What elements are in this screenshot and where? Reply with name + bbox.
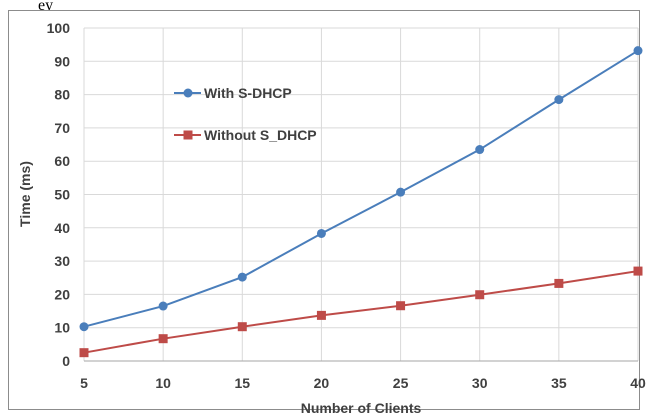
x-tick-label: 15 [234,375,250,391]
y-tick-label: 50 [54,187,70,203]
data-point-circle [158,301,168,311]
series-line-1 [83,49,639,328]
data-point-square [79,348,89,358]
y-tick-label: 100 [47,20,71,36]
legend-label-2: Without S_DHCP [204,127,317,143]
x-axis-title: Number of Clients [301,400,422,416]
y-tick-label: 90 [54,53,70,69]
data-point-circle [237,272,247,282]
series-line-2 [83,270,639,354]
y-tick-label: 10 [54,320,70,336]
y-tick-label: 70 [54,120,70,136]
data-point-square [158,334,168,344]
data-point-square [633,266,643,276]
data-point-circle [316,228,326,238]
top-caption-text: ey [38,0,53,12]
x-tick-label: 35 [551,375,567,391]
x-tick-label: 25 [393,375,409,391]
data-point-circle [633,46,643,56]
y-tick-label: 0 [62,353,70,369]
data-point-square [316,310,326,320]
x-tick-labels: 5 10 15 20 25 30 35 40 [80,375,646,391]
data-point-square [475,290,485,300]
legend-marker-square [183,130,193,140]
y-tick-label: 80 [54,87,70,103]
chart-frame [8,10,640,410]
x-tick-label: 5 [80,375,88,391]
data-point-square [237,322,247,332]
legend-marker-circle [183,88,193,98]
series-lines [79,46,643,358]
legend-label-1: With S-DHCP [204,85,292,101]
x-tick-label: 10 [155,375,171,391]
top-caption-svg: ey [38,0,53,12]
x-tick-label: 40 [630,375,646,391]
top-caption-fragment: ey [0,0,651,12]
data-point-circle [396,187,406,197]
x-tick-label: 20 [314,375,330,391]
data-point-circle [554,95,564,105]
data-point-circle [475,145,485,155]
data-point-square [554,278,564,288]
y-tick-label: 30 [54,253,70,269]
y-tick-label: 60 [54,153,70,169]
x-tick-label: 30 [472,375,488,391]
data-point-square [396,301,406,311]
y-tick-labels: 0 10 20 30 40 50 60 70 80 90 100 [47,20,71,369]
y-tick-label: 40 [54,220,70,236]
y-tick-label: 20 [54,286,70,302]
legend: With S-DHCP Without S_DHCP [174,85,317,143]
data-point-circle [79,322,89,332]
y-axis-title: Time (ms) [17,161,33,227]
